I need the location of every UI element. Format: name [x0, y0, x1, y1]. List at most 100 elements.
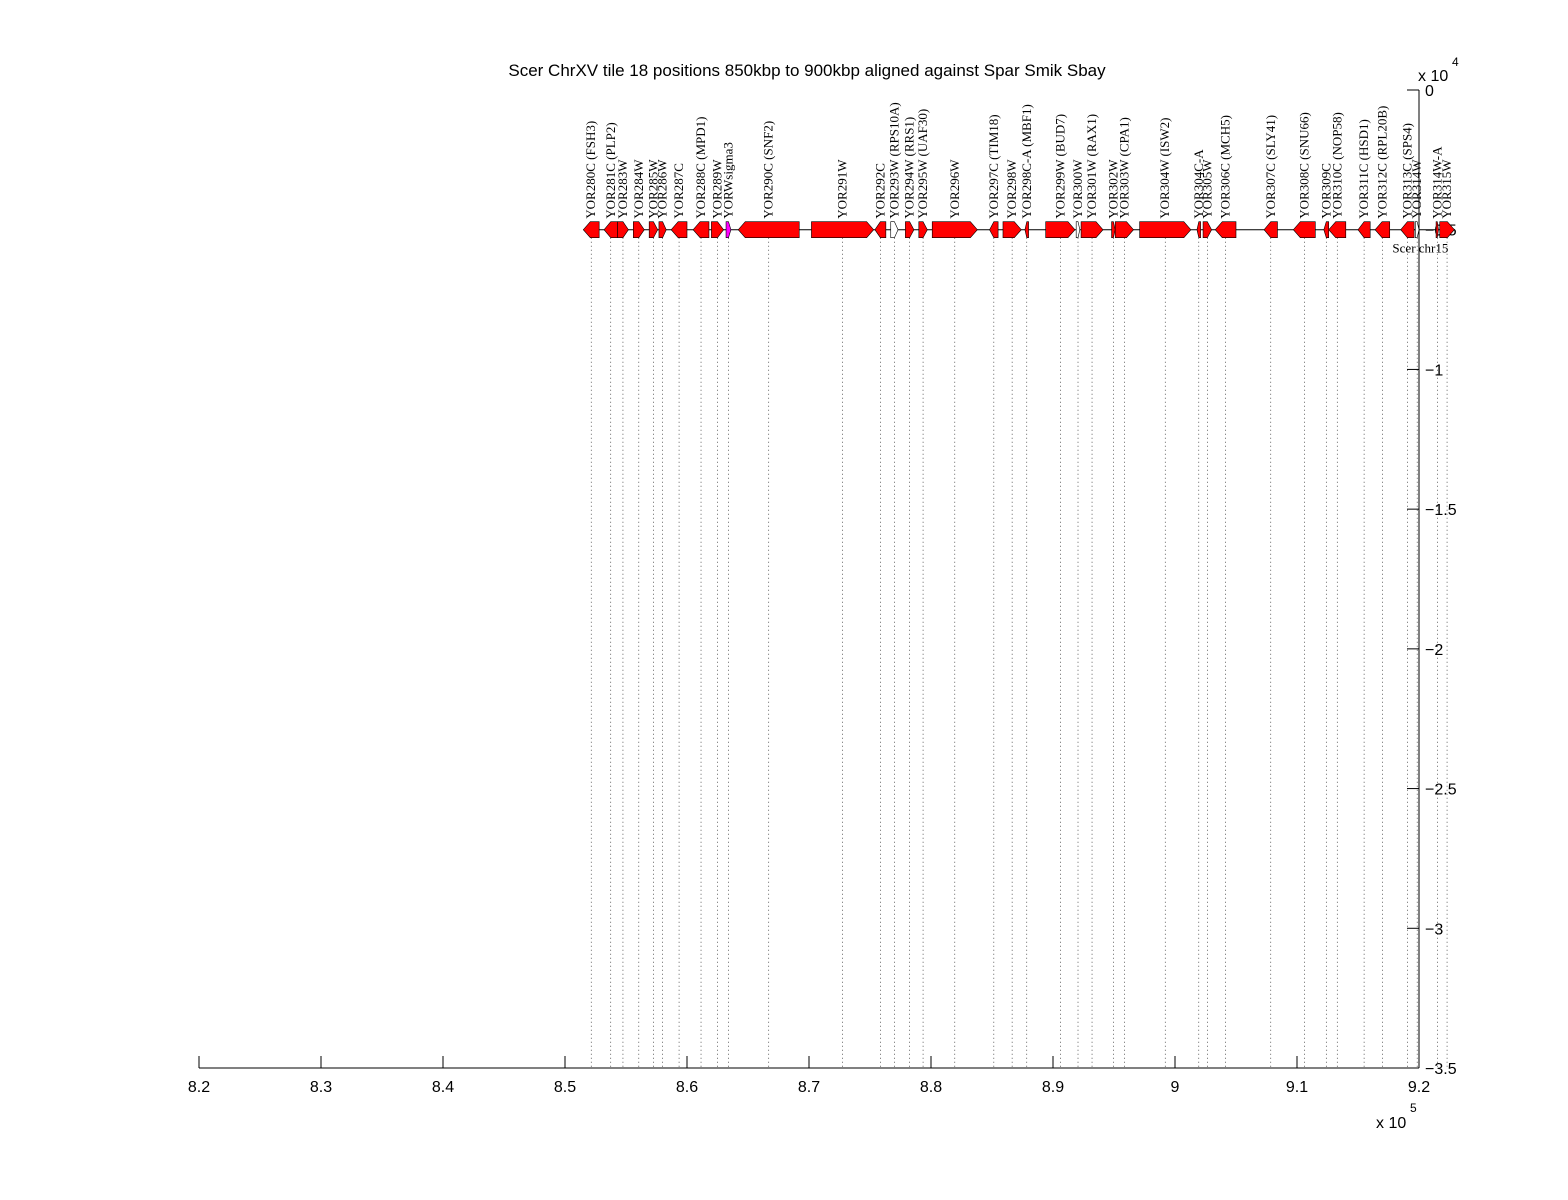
tracks: YOR280C (FSH3) YOR281C (PLP2)YOR283W YOR28…	[582, 102, 1455, 256]
gene-label: YOR304W (ISW2)	[1157, 117, 1172, 218]
gene-label: YOR301W (RAX1)	[1084, 114, 1099, 219]
gene-arrow	[1139, 221, 1192, 239]
gene-label: YOR306C (MCH5)	[1218, 115, 1233, 219]
gene-arrow	[1196, 221, 1201, 239]
gene-label: YOR298W	[1004, 159, 1019, 219]
gene-label: YOR314W	[1409, 159, 1424, 219]
gene-label: YOR308C (SNU66)	[1296, 112, 1311, 219]
gene-label: YOR283W	[615, 159, 630, 219]
gene-arrow	[1323, 221, 1330, 239]
gene-label: YOR281C (PLP2)	[603, 122, 618, 218]
gene-label: YOR299W (BUD7)	[1052, 114, 1067, 219]
x-tick-label: 8.4	[432, 1079, 454, 1096]
x-tick-label: 8.7	[798, 1079, 820, 1096]
gene-arrow	[692, 221, 710, 239]
gene-label: YOR285W	[645, 159, 660, 219]
gene-label: YOR314W-A	[1429, 146, 1444, 219]
gene-label: YOR294W (RRS1)	[902, 117, 917, 219]
gene-arrow	[989, 221, 999, 239]
gene-label: YOR307C (SLY41)	[1263, 115, 1278, 219]
gene-label: YOR296W	[947, 159, 962, 219]
x-tick-label: 8.3	[310, 1079, 332, 1096]
gene-arrow	[1214, 221, 1237, 239]
gene-label: YOR293W (RPS10A)	[886, 102, 901, 218]
alignment-links	[590, 237, 1448, 1068]
gene-arrow	[1263, 221, 1278, 239]
y-tick-label: −3	[1425, 921, 1443, 938]
gene-label: YOR292C	[872, 163, 887, 219]
gene-arrow	[725, 221, 732, 239]
gene-label: YOR289W	[710, 159, 725, 219]
gene-label: YOR280C (FSH3)	[583, 121, 598, 219]
y-tick-label: −2	[1425, 642, 1443, 659]
gene-arrow	[1439, 221, 1455, 239]
gene-label: YOR284W	[631, 159, 646, 219]
gene-arrow	[603, 221, 618, 239]
gene-label: YOR313C (SPS4)	[1399, 123, 1414, 219]
gene-arrow	[711, 221, 724, 239]
gene-label: YOR311C (HSD1)	[1356, 119, 1371, 219]
x-tick-label: 8.9	[1042, 1079, 1064, 1096]
gene-arrow	[811, 221, 875, 239]
gene-arrow	[1045, 221, 1076, 239]
gene-label: YOR288C (MPD1)	[693, 116, 708, 218]
gene-label: YOR303W (CPA1)	[1116, 117, 1131, 219]
gene-arrow	[918, 221, 928, 239]
x-multiplier-exponent: 5	[1410, 1101, 1417, 1115]
gene-arrow	[874, 221, 887, 239]
gene-arrow	[1080, 221, 1104, 239]
gene-arrow	[931, 221, 978, 239]
y-tick-label: −1	[1425, 362, 1443, 379]
gene-arrow	[633, 221, 645, 239]
gene-arrow	[648, 221, 659, 239]
x-tick-label: 8.5	[554, 1079, 576, 1096]
gene-arrow	[1024, 221, 1029, 239]
gene-label: YOR290C (SNF2)	[761, 121, 776, 219]
gene-label: YOR302W	[1105, 159, 1120, 219]
gene-label: YOR310C (NOP58)	[1329, 112, 1344, 219]
gene-arrow	[1002, 221, 1022, 239]
gene-label: YOR312C (RPL20B)	[1374, 106, 1389, 219]
gene-arrow	[890, 221, 899, 239]
gene-arrow	[737, 221, 800, 239]
gene-label: YOR297C (TIM18)	[986, 114, 1001, 218]
x-ticks: 8.2 8.3 8.4 8.5 8.6 8.7 8.8 8.9 9 9.1 9.2	[188, 1056, 1430, 1096]
gene-arrow	[658, 221, 667, 239]
gene-arrow	[1114, 221, 1134, 239]
y-multiplier-exponent: 4	[1452, 55, 1459, 69]
y-multiplier: x 10	[1418, 68, 1448, 85]
x-tick-label: 8.6	[676, 1079, 698, 1096]
axes: 8.28.38.48.58.68.78.88.999.19.2 0−0.5−1−…	[188, 55, 1459, 1132]
gene-arrow	[1202, 221, 1212, 239]
gene-label: YOR286W	[655, 159, 670, 219]
y-tick-label: −2.5	[1425, 782, 1457, 799]
gene-label: YOR305W	[1199, 159, 1214, 219]
gene-arrow	[670, 221, 688, 239]
gene-arrow	[582, 221, 600, 239]
gene-label: YOR291W	[835, 159, 850, 219]
gene-arrow	[1075, 221, 1081, 239]
gene-label: YOR298C-A (MBF1)	[1019, 104, 1034, 219]
gene-arrow	[1415, 221, 1420, 239]
x-tick-label: 8.2	[188, 1079, 210, 1096]
gene-label: YOR309C	[1318, 163, 1333, 219]
y-tick-label: −3.5	[1425, 1061, 1457, 1078]
gene-arrow	[1357, 221, 1371, 239]
gene-label: YOR300W	[1070, 159, 1085, 219]
gene-label: YOR304C-A	[1191, 149, 1206, 219]
x-tick-label: 9.1	[1286, 1079, 1308, 1096]
gene-label: YOR287C	[671, 163, 686, 219]
gene-arrow	[617, 221, 629, 239]
gene-arrow	[1328, 221, 1347, 239]
gene-arrow	[1400, 221, 1415, 239]
contig-label: Scer chr15	[1392, 241, 1448, 256]
gene-arrow	[1111, 221, 1116, 239]
gene-label: YOR295W (UAF30)	[915, 109, 930, 219]
y-tick-label: 0	[1425, 83, 1434, 100]
x-tick-label: 9	[1171, 1079, 1180, 1096]
y-tick-label: −1.5	[1425, 502, 1457, 519]
gene-arrow	[905, 221, 915, 239]
gene-arrow	[1435, 221, 1439, 239]
gene-arrow	[1374, 221, 1391, 239]
